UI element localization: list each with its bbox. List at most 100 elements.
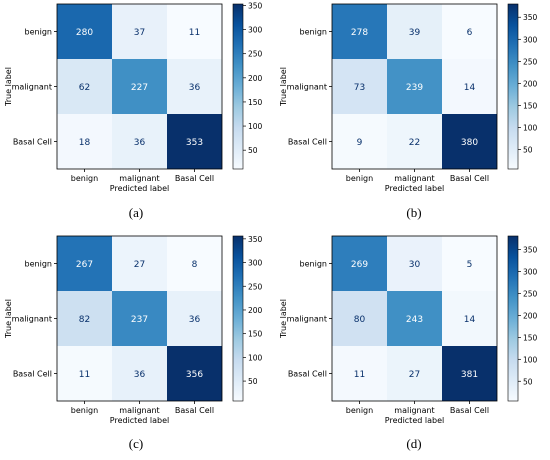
x-tick-label: benign: [346, 174, 373, 183]
matrix-cell-value: 11: [189, 28, 200, 38]
matrix-cell-value: 239: [406, 83, 423, 93]
y-tick-label: Basal Cell: [13, 370, 52, 379]
x-tick-label: malignant: [119, 174, 159, 183]
colorbar-tick-label: 50: [248, 146, 258, 155]
matrix-cell-value: 37: [134, 28, 145, 38]
matrix-cell-value: 6: [467, 28, 473, 38]
colorbar-tick-label: 100: [248, 122, 263, 131]
matrix-cell-value: 62: [79, 83, 90, 93]
matrix-cell: [387, 4, 442, 59]
matrix-cell-value: 11: [79, 370, 90, 380]
matrix-cell: [387, 346, 442, 401]
colorbar-tick-label: 100: [248, 353, 263, 362]
matrix-cell-value: 267: [76, 260, 93, 270]
matrix-cell-value: 27: [134, 260, 145, 270]
colorbar-tick-label: 50: [523, 377, 533, 386]
colorbar-tick-label: 250: [523, 57, 538, 66]
matrix-cell: [387, 291, 442, 346]
colorbar-tick-label: 200: [248, 74, 263, 83]
colorbar-tick-label: 300: [248, 259, 263, 268]
x-tick-label: Basal Cell: [175, 174, 214, 183]
matrix-cell-value: 14: [464, 83, 476, 93]
matrix-cell-value: 11: [354, 370, 365, 380]
matrix-cell-value: 269: [351, 260, 368, 270]
x-axis-label: Predicted label: [385, 416, 444, 425]
colorbar: [507, 235, 519, 402]
y-tick-label: benign: [300, 260, 327, 269]
matrix-cell-value: 280: [76, 28, 93, 38]
panel-caption-d: (d): [406, 436, 422, 451]
matrix-cell-value: 9: [357, 138, 363, 148]
colorbar-tick-label: 150: [523, 333, 538, 342]
matrix-cell-value: 27: [409, 370, 420, 380]
matrix-cell-value: 381: [461, 370, 478, 380]
x-tick-label: malignant: [119, 406, 159, 415]
y-tick-label: benign: [25, 260, 52, 269]
x-tick-label: Basal Cell: [450, 406, 489, 415]
colorbar-tick-label: 250: [248, 282, 263, 291]
matrix-cell-value: 380: [461, 138, 478, 148]
matrix-cell-value: 36: [189, 315, 201, 325]
matrix-cell: [167, 291, 222, 346]
y-tick-label: malignant: [12, 315, 52, 324]
colorbar-tick-label: 300: [248, 26, 263, 35]
matrix-cell: [387, 59, 442, 114]
colorbar-tick-label: 350: [248, 235, 263, 244]
x-tick-label: malignant: [394, 174, 434, 183]
confusion-matrix-panel-2: 278 39 6 73 239 14 9 22 380 benign malignant Basal …: [279, 3, 538, 193]
x-tick-label: benign: [71, 174, 98, 183]
matrix-cell: [332, 4, 387, 59]
matrix-cell: [57, 114, 112, 169]
colorbar-tick-label: 150: [248, 98, 263, 107]
colorbar-tick-label: 250: [248, 50, 263, 59]
colorbar-tick-label: 300: [523, 35, 538, 44]
matrix-cell-value: 5: [467, 260, 473, 270]
colorbar: [232, 235, 244, 402]
matrix-cell-value: 22: [409, 138, 420, 148]
x-axis-label: Predicted label: [110, 416, 169, 425]
matrix-cell-value: 243: [406, 315, 423, 325]
x-tick-label: Basal Cell: [175, 406, 214, 415]
matrix-cell: [167, 114, 222, 169]
y-tick-label: Basal Cell: [288, 138, 327, 147]
x-axis-label: Predicted label: [385, 184, 444, 193]
matrix-cell: [112, 114, 167, 169]
panel-caption-c: (c): [128, 436, 144, 451]
colorbar-tick-label: 200: [523, 311, 538, 320]
confusion-matrix-panel-1: 280 37 11 62 227 36 18 36 353 benign malignant Basa…: [4, 1, 263, 193]
y-tick-label: malignant: [287, 83, 327, 92]
matrix-cell: [57, 236, 112, 291]
colorbar-tick-label: 100: [523, 355, 538, 364]
matrix-cell: [332, 59, 387, 114]
y-axis-label: True label: [4, 299, 13, 339]
colorbar-tick-label: 350: [248, 1, 263, 10]
y-tick-label: benign: [300, 28, 327, 37]
colorbar: [507, 3, 519, 170]
matrix-cell: [387, 236, 442, 291]
matrix-cell: [57, 4, 112, 59]
y-tick-label: malignant: [12, 83, 52, 92]
matrix-cell: [332, 236, 387, 291]
matrix-cell-value: 227: [131, 83, 148, 93]
matrix-cell-value: 8: [192, 260, 198, 270]
confusion-matrix-panel-4: 269 30 5 80 243 14 11 27 381 benign malignant Basal…: [279, 235, 538, 425]
matrix-cell-value: 30: [409, 260, 421, 270]
y-tick-label: Basal Cell: [13, 138, 52, 147]
y-tick-label: Basal Cell: [288, 370, 327, 379]
y-axis-label: True label: [4, 67, 13, 107]
matrix-cell: [112, 346, 167, 401]
matrix-cell-value: 18: [79, 138, 91, 148]
matrix-cell: [112, 291, 167, 346]
matrix-cell: [442, 236, 497, 291]
x-tick-label: malignant: [394, 406, 434, 415]
matrix-cell: [442, 114, 497, 169]
matrix-cell: [57, 59, 112, 114]
colorbar-tick-label: 200: [248, 306, 263, 315]
matrix-cell-value: 82: [79, 315, 90, 325]
matrix-cell: [167, 59, 222, 114]
confusion-matrix-panel-3: 267 27 8 82 237 36 11 36 356 benign malignant Basal…: [4, 235, 263, 425]
colorbar-tick-label: 200: [523, 79, 538, 88]
matrix-cell-value: 73: [354, 83, 365, 93]
